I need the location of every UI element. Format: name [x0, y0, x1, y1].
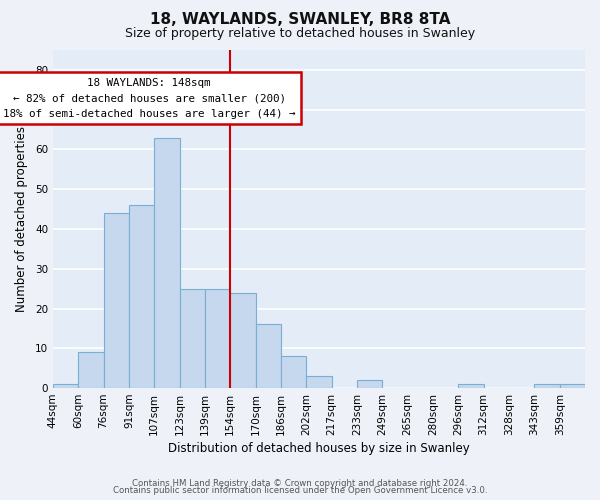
Bar	[154, 138, 179, 388]
X-axis label: Distribution of detached houses by size in Swanley: Distribution of detached houses by size …	[168, 442, 470, 455]
Bar	[458, 384, 484, 388]
Text: Contains public sector information licensed under the Open Government Licence v3: Contains public sector information licen…	[113, 486, 487, 495]
Bar	[205, 288, 230, 388]
Bar	[78, 352, 104, 388]
Y-axis label: Number of detached properties: Number of detached properties	[15, 126, 28, 312]
Bar	[281, 356, 306, 388]
Bar	[357, 380, 382, 388]
Bar	[53, 384, 78, 388]
Text: Size of property relative to detached houses in Swanley: Size of property relative to detached ho…	[125, 28, 475, 40]
Text: 18 WAYLANDS: 148sqm
← 82% of detached houses are smaller (200)
18% of semi-detac: 18 WAYLANDS: 148sqm ← 82% of detached ho…	[3, 78, 295, 119]
Bar	[129, 205, 154, 388]
Text: Contains HM Land Registry data © Crown copyright and database right 2024.: Contains HM Land Registry data © Crown c…	[132, 478, 468, 488]
Bar	[179, 288, 205, 388]
Bar	[306, 376, 332, 388]
Bar	[230, 292, 256, 388]
Bar	[256, 324, 281, 388]
Bar	[560, 384, 585, 388]
Bar	[104, 213, 129, 388]
Bar	[535, 384, 560, 388]
Text: 18, WAYLANDS, SWANLEY, BR8 8TA: 18, WAYLANDS, SWANLEY, BR8 8TA	[150, 12, 450, 28]
